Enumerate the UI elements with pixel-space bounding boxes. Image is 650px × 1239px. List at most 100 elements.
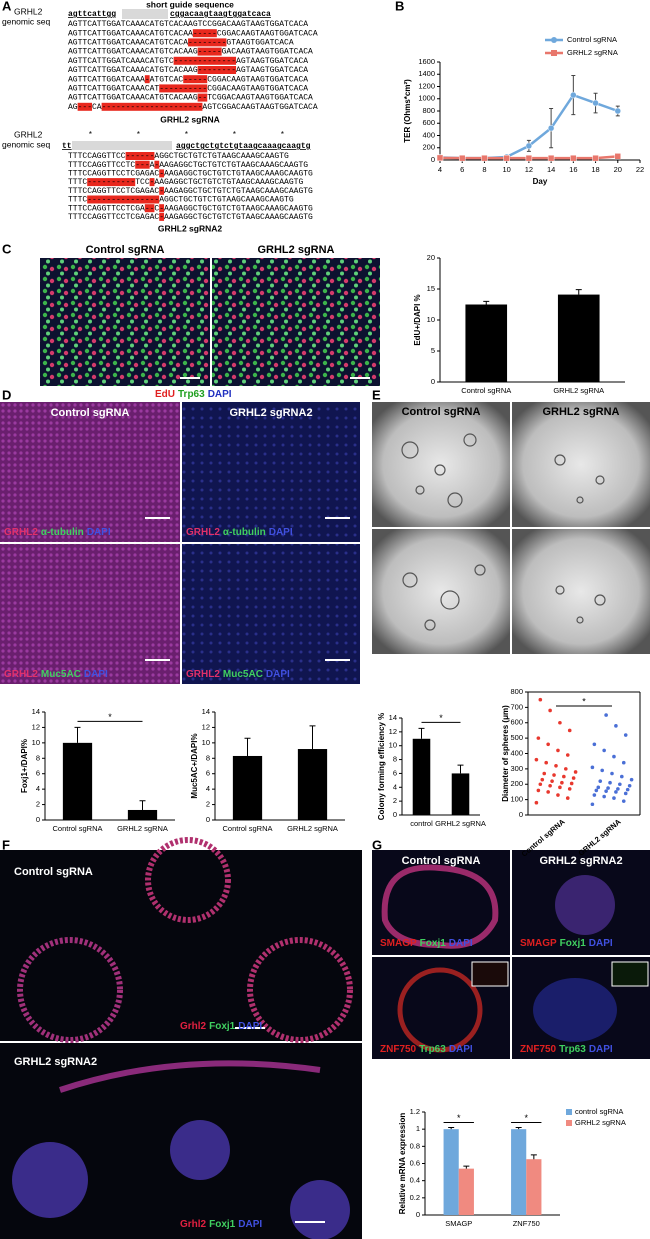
panel-label: B xyxy=(395,0,404,13)
x-tick-label: Control sgRNA xyxy=(52,824,102,833)
image-title: GRHL2 sgRNA2 xyxy=(14,1056,97,1068)
deletion xyxy=(159,84,208,93)
y-tick-label: 700 xyxy=(510,702,523,711)
x-tick-label: 16 xyxy=(569,165,577,174)
micrograph xyxy=(372,529,510,654)
sequence-row: AGTTCATTGGATCAAACATGTCACA--------GTAAGTG… xyxy=(68,39,294,48)
point xyxy=(614,790,618,794)
bar xyxy=(458,1168,474,1215)
point xyxy=(546,790,550,794)
error-bar xyxy=(530,1154,537,1160)
image-title: Control sgRNA xyxy=(14,866,93,878)
stain: GRHL2 xyxy=(186,527,220,538)
sequence-row: TTTCCAGGTTCCTC---A-AAGAGGCTGCTGTCTGTAAGC… xyxy=(68,161,308,170)
point xyxy=(614,724,618,728)
x-tick-label: GRHL2 sgRNA xyxy=(287,824,338,833)
y-tick-label: 2 xyxy=(393,796,397,805)
image-title: Control sgRNA xyxy=(402,855,481,867)
header-seq: aggctgctgtctgtaagcaaagcaagtg xyxy=(176,142,311,151)
legend-swatch xyxy=(566,1120,572,1126)
stain: DAPI xyxy=(87,527,111,538)
deletion xyxy=(173,56,237,65)
sequence-row: TTTC---------------AGGCTGCTGTCTGTAAGCAAA… xyxy=(68,196,294,205)
x-tick-label: GRHL2 sgRNA xyxy=(553,386,604,395)
y-tick-label: 0.2 xyxy=(410,1193,420,1202)
point xyxy=(534,800,539,805)
y-tick-label: 5 xyxy=(431,346,435,355)
point xyxy=(604,713,608,717)
stain-caption: GRHL2 Muc5AC DAPI xyxy=(186,669,290,680)
significance-label: * xyxy=(582,696,586,706)
stain: DAPI xyxy=(266,669,290,680)
sequence-row: AGTTCATTGGATCAAACATGTCACAAG--------AGTAA… xyxy=(68,66,308,75)
x-tick-label: Control sgRNA xyxy=(461,386,511,395)
point xyxy=(600,768,604,773)
stain: GRHL2 xyxy=(4,527,38,538)
stain: ZNF750 xyxy=(380,1044,417,1055)
y-tick-label: 400 xyxy=(422,130,435,139)
y-axis-label: TER (Ohms*cm²) xyxy=(403,79,412,143)
y-tick-label: 300 xyxy=(510,764,523,773)
stain-caption: Grhl2 Foxj1 DAPI xyxy=(180,1219,262,1230)
y-axis-label: Foxj1+/DAPI% xyxy=(20,739,29,793)
marker xyxy=(525,154,533,162)
panel-label: F xyxy=(2,837,10,852)
x-tick-label: Control sgRNA xyxy=(222,824,272,833)
deletion xyxy=(192,29,217,38)
point xyxy=(538,697,543,702)
point xyxy=(548,783,552,788)
deletion xyxy=(159,169,165,178)
y-tick-label: 14 xyxy=(389,713,397,722)
y-tick-label: 14 xyxy=(32,707,40,716)
sequence-row: TTTC----------TCC-AAGAGGCTGCTGTCTGTAAGCA… xyxy=(68,178,303,187)
stain-caption: ZNF750 Trp63 DAPI xyxy=(380,1044,473,1055)
bar xyxy=(451,773,470,815)
point xyxy=(534,757,539,762)
sequence-row: AGTTCATTGGATCAAACATGTCACAAGTCCGGACAAGTAA… xyxy=(68,20,308,29)
error-bar xyxy=(244,737,251,756)
bar xyxy=(511,1129,527,1215)
legend-label: control sgRNA xyxy=(575,1107,623,1116)
caption: GRHL2 sgRNA xyxy=(160,114,220,124)
significance-label: * xyxy=(108,712,112,722)
point xyxy=(621,760,626,765)
image-title: Control sgRNA xyxy=(402,406,481,418)
y-tick-label: 8 xyxy=(206,753,210,762)
stain: DAPI xyxy=(208,389,232,400)
deletion xyxy=(77,102,93,111)
y-tick-label: 2 xyxy=(36,800,40,809)
deletion xyxy=(125,152,155,160)
stain: Foxj1 xyxy=(209,1219,236,1230)
y-tick-label: 12 xyxy=(32,722,40,731)
point xyxy=(544,760,548,765)
marker xyxy=(547,154,555,162)
x-tick-label: 6 xyxy=(460,165,464,174)
point xyxy=(550,779,554,783)
guide-label: short guide sequence xyxy=(146,0,234,9)
y-tick-label: 6 xyxy=(206,769,210,778)
panel-d-images: Control sgRNA GRHL2 sgRNA2 GRHL2 α-tubuli… xyxy=(0,402,360,684)
y-tick-label: 0 xyxy=(36,815,40,824)
caption: GRHL2 sgRNA2 xyxy=(158,223,223,233)
stain: DAPI xyxy=(238,1021,262,1032)
y-tick-label: 1.2 xyxy=(410,1107,420,1116)
point xyxy=(562,774,566,779)
error-bar xyxy=(457,764,464,774)
point xyxy=(598,779,603,783)
error-bar xyxy=(448,1126,455,1130)
y-tick-label: 2 xyxy=(206,800,210,809)
point xyxy=(616,787,620,791)
header-seq: tt xyxy=(62,142,72,151)
deletion xyxy=(159,186,165,195)
stain: Trp63 xyxy=(178,389,205,400)
point xyxy=(536,736,541,740)
panel-g-images: Control sgRNA GRHL2 sgRNA2 SMAGP Foxj1 DAP… xyxy=(372,850,650,1059)
y-axis-label: Muc5AC+/DAPI% xyxy=(190,733,199,798)
point xyxy=(590,765,595,770)
y-tick-label: 600 xyxy=(422,118,435,127)
bar xyxy=(557,294,600,382)
point xyxy=(538,782,543,787)
y-tick-label: 8 xyxy=(393,755,397,764)
stain: Foxj1 xyxy=(560,938,587,949)
stain: DAPI xyxy=(269,527,293,538)
